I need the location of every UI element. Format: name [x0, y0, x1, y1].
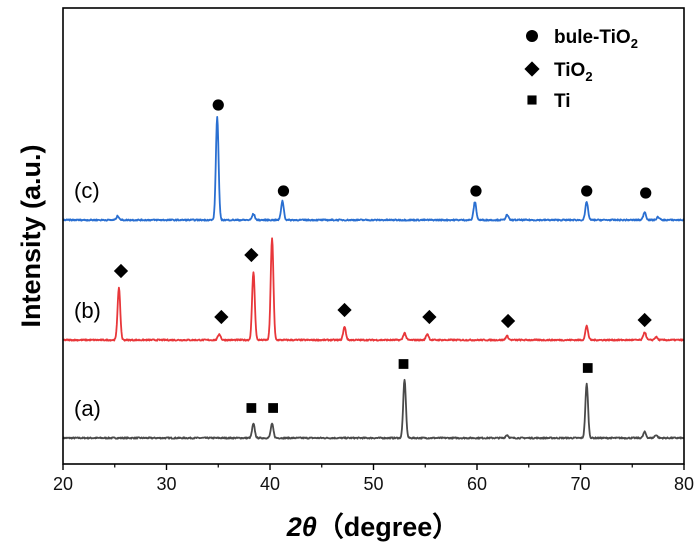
peak-marker-square-0-0 [246, 403, 257, 413]
legend-label-0: bule-TiO2 [554, 27, 638, 51]
axis-layer: 20 30 40 50 60 70 80 [53, 464, 694, 494]
series-line-2 [62, 116, 685, 222]
peak-marker-square-0-3 [582, 363, 593, 373]
series-label-1: (b) [74, 298, 101, 323]
peak-marker-diamond-1-6 [637, 312, 652, 328]
x-tick-label-30: 30 [156, 474, 176, 494]
x-tick-label-60: 60 [467, 474, 487, 494]
x-tick-label-50: 50 [363, 474, 383, 494]
x-axis-title: 2θ（degree） [286, 512, 460, 542]
legend-marker-diamond [524, 61, 540, 77]
peak-marker-circle-2-3 [581, 185, 593, 197]
peak-marker-diamond-1-2 [244, 247, 259, 263]
series-line-1 [62, 237, 685, 342]
peak-marker-circle-2-2 [470, 185, 482, 197]
x-axis-title-unit: （degree） [317, 512, 460, 542]
peak-marker-diamond-1-5 [500, 313, 516, 329]
series-label-2: (c) [74, 178, 100, 203]
marker-layer [113, 99, 652, 413]
peak-marker-circle-2-0 [212, 99, 224, 111]
peak-marker-circle-2-1 [277, 185, 290, 197]
series-line-0 [62, 378, 685, 440]
peak-marker-diamond-1-0 [113, 263, 129, 279]
peak-marker-diamond-1-1 [214, 309, 229, 325]
y-axis-title: Intensity (a.u.) [16, 144, 46, 327]
series-label-layer: (a) (b) (c) [74, 178, 101, 421]
series-layer [62, 116, 685, 440]
peak-marker-diamond-1-3 [337, 302, 352, 318]
x-axis-title-symbol: 2θ [286, 512, 317, 542]
x-tick-label-80: 80 [674, 474, 694, 494]
peak-marker-diamond-1-4 [422, 309, 437, 325]
legend: bule-TiO2 TiO2 Ti [524, 27, 638, 112]
peak-marker-square-0-2 [398, 359, 409, 369]
x-tick-label-20: 20 [53, 474, 73, 494]
peak-marker-square-0-1 [268, 403, 278, 413]
peak-marker-circle-2-4 [640, 187, 652, 199]
legend-label-2: Ti [554, 91, 571, 112]
legend-marker-circle [526, 30, 538, 42]
series-label-0: (a) [74, 396, 101, 421]
legend-marker-square [527, 95, 537, 105]
x-tick-label-40: 40 [260, 474, 280, 494]
x-tick-label-70: 70 [570, 474, 590, 494]
legend-label-1: TiO2 [554, 60, 593, 84]
